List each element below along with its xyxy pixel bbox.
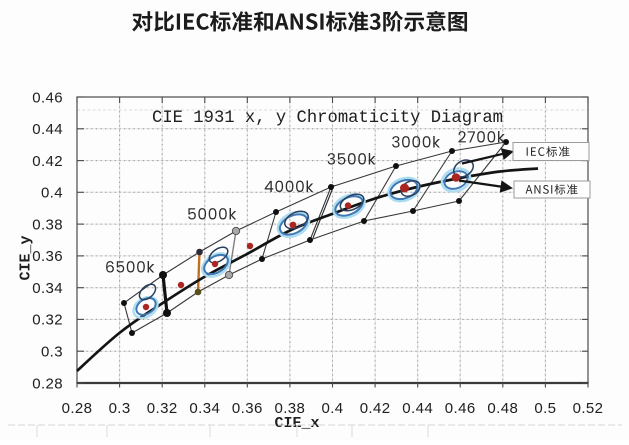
svg-text:CIE_x: CIE_x — [274, 415, 319, 432]
svg-text:0.36: 0.36 — [232, 400, 263, 417]
svg-text:0.28: 0.28 — [62, 400, 93, 417]
svg-text:CIE_y: CIE_y — [18, 235, 35, 280]
svg-text:0.5: 0.5 — [534, 400, 556, 417]
svg-text:0.52: 0.52 — [573, 400, 604, 417]
svg-text:0.32: 0.32 — [147, 400, 178, 417]
svg-text:0.34: 0.34 — [189, 400, 220, 417]
svg-text:0.32: 0.32 — [32, 312, 63, 329]
svg-text:0.44: 0.44 — [402, 400, 433, 417]
svg-text:0.28: 0.28 — [32, 375, 63, 392]
svg-text:0.48: 0.48 — [487, 400, 518, 417]
svg-text:0.42: 0.42 — [360, 400, 391, 417]
svg-text:0.4: 0.4 — [41, 185, 63, 202]
svg-text:0.46: 0.46 — [445, 400, 476, 417]
svg-text:0.46: 0.46 — [32, 89, 63, 106]
svg-text:0.44: 0.44 — [32, 121, 63, 138]
svg-text:0.42: 0.42 — [32, 153, 63, 170]
svg-text:CIE 1931 x, y Chromaticity Dia: CIE 1931 x, y Chromaticity Diagram — [152, 109, 503, 128]
svg-text:0.3: 0.3 — [109, 400, 131, 417]
svg-text:0.4: 0.4 — [321, 400, 343, 417]
svg-text:0.36: 0.36 — [32, 248, 63, 265]
svg-text:0.38: 0.38 — [275, 400, 306, 417]
svg-text:0.38: 0.38 — [32, 216, 63, 233]
svg-text:0.34: 0.34 — [32, 280, 63, 297]
svg-text:0.3: 0.3 — [41, 344, 63, 361]
